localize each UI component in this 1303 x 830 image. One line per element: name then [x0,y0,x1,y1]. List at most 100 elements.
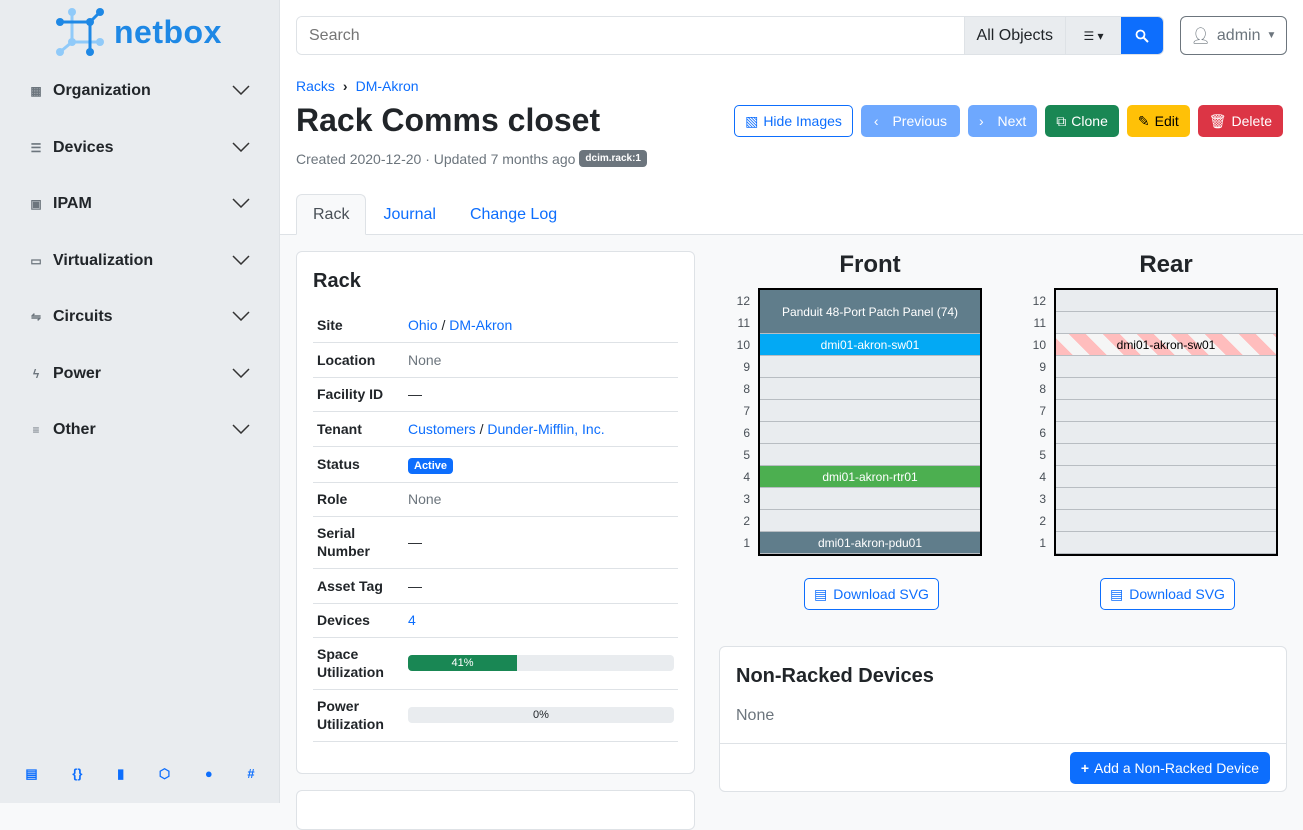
chevron-down-icon [232,139,250,157]
server-icon: ☰ [30,141,42,155]
empty-rack-unit[interactable] [760,488,980,510]
tab-journal[interactable]: Journal [383,205,436,223]
github-icon[interactable]: ● [204,766,213,781]
empty-rack-unit[interactable] [760,400,980,422]
empty-rack-unit[interactable] [1056,510,1276,532]
chevron-down-icon [232,365,250,383]
chevron-right-icon: › [342,78,348,94]
unit-number: 4 [743,470,750,484]
unit-number: 10 [736,338,750,352]
region-link[interactable]: Ohio [408,316,438,333]
book-icon[interactable]: ▤ [25,766,38,781]
empty-rack-unit[interactable] [760,510,980,532]
sidebar-item-power[interactable]: ϟ Power [28,365,250,383]
sidebar-item-label: Circuits [53,308,113,325]
empty-rack-unit[interactable] [1056,312,1276,334]
unit-number: 4 [1039,470,1046,484]
sidebar-item-circuits[interactable]: ⇋ Circuits [28,308,250,326]
empty-rack-unit[interactable] [1056,532,1276,554]
empty-rack-unit[interactable] [760,422,980,444]
unit-number: 6 [743,426,750,440]
download-front-svg-button[interactable]: ▤ Download SVG [804,578,939,610]
non-racked-devices-card: Non-Racked Devices None + Add a Non-Racke… [719,646,1287,792]
sidebar: netbox ▦ Organization ☰ Devices ▣ IPAM ▭ Vir… [0,0,280,803]
rack-device[interactable]: dmi01-akron-sw01 [760,334,980,356]
search-input[interactable] [297,17,964,54]
object-id-badge: dcim.rack:1 [579,150,647,167]
unit-number: 11 [737,316,750,330]
tenant-group-link[interactable]: Customers [408,420,476,437]
rack-device[interactable]: dmi01-akron-sw01 [1056,334,1276,356]
power-utilization-bar: 0% [408,707,674,723]
sidebar-item-ipam[interactable]: ▣ IPAM [28,195,250,213]
sidebar-item-label: IPAM [53,195,92,212]
trash-icon: 🗑︎ [1208,112,1227,129]
empty-rack-unit[interactable] [1056,290,1276,312]
unit-number: 5 [743,448,750,462]
sidebar-item-virtualization[interactable]: ▭ Virtualization [28,252,250,270]
sidebar-item-devices[interactable]: ☰ Devices [28,139,250,157]
sidebar-item-other[interactable]: ≡ Other [28,421,250,439]
breadcrumb-site[interactable]: DM-Akron [355,78,419,94]
tenant-link[interactable]: Dunder-Mifflin, Inc. [487,420,605,437]
slack-icon[interactable]: # [247,766,255,781]
empty-rack-unit[interactable] [760,444,980,466]
breadcrumb-racks[interactable]: Racks [296,78,335,94]
unit-number: 12 [736,294,750,308]
empty-rack-unit[interactable] [760,378,980,400]
plus-icon: + [1080,760,1090,776]
card-title: Non-Racked Devices [736,665,934,687]
edit-button[interactable]: ✎ Edit [1126,105,1190,137]
delete-button[interactable]: 🗑︎ Delete [1197,105,1283,137]
sidebar-item-organization[interactable]: ▦ Organization [28,82,250,100]
secondary-card [296,790,695,830]
unit-number: 2 [1039,514,1046,528]
search-scope-select[interactable]: All Objects [963,17,1065,54]
username: admin [1216,26,1261,44]
empty-rack-unit[interactable] [760,356,980,378]
graphql-icon[interactable]: ⬡ [158,766,171,781]
unit-number: 3 [743,492,750,506]
chevron-down-icon [232,195,250,213]
next-button[interactable]: › Next [967,105,1038,137]
download-rear-svg-button[interactable]: ▤ Download SVG [1100,578,1235,610]
sidebar-item-label: Other [53,421,96,438]
unit-number: 7 [743,404,750,418]
empty-rack-unit[interactable] [1056,422,1276,444]
rack-device[interactable]: Panduit 48-Port Patch Panel (74) [760,290,980,334]
previous-button[interactable]: ‹ Previous [860,105,960,137]
tab-change-log[interactable]: Change Log [469,205,558,223]
clone-button[interactable]: ⧉ Clone [1045,105,1119,137]
empty-rack-unit[interactable] [1056,356,1276,378]
brand-name: netbox [114,13,222,50]
card-title: Rack [313,270,361,292]
chevron-down-icon [232,252,250,270]
site-link[interactable]: DM-Akron [449,316,513,333]
empty-rack-unit[interactable] [1056,400,1276,422]
search-bar: All Objects ☰ ▾ [296,16,1164,55]
circuit-icon: ⇋ [30,310,42,324]
empty-rack-unit[interactable] [1056,466,1276,488]
netbox-logo[interactable]: netbox [56,8,222,56]
api-icon[interactable]: {} [72,766,83,781]
user-menu-button[interactable]: 👤︎ admin ▼ [1180,16,1287,55]
search-button[interactable] [1121,17,1163,54]
filter-dropdown-button[interactable]: ☰ ▾ [1065,17,1121,54]
empty-rack-unit[interactable] [1056,444,1276,466]
rack-device[interactable]: dmi01-akron-rtr01 [760,466,980,488]
flash-icon: ϟ [32,367,40,381]
bookmark-icon[interactable]: ▮ [117,766,125,781]
file-icon: ▤ [814,585,828,602]
tab-rack[interactable]: Rack [296,194,367,235]
unit-number: 1 [1039,536,1046,550]
rack-device[interactable]: dmi01-akron-pdu01 [760,532,980,554]
unit-number: 8 [1039,382,1046,396]
devices-count-link[interactable]: 4 [408,612,416,628]
rear-title: Rear [1139,251,1193,278]
empty-rack-unit[interactable] [1056,488,1276,510]
add-non-racked-device-button[interactable]: + Add a Non-Racked Device [1069,752,1270,784]
user-icon: 👤︎ [1190,27,1211,45]
hide-images-button[interactable]: ▧ Hide Images [734,105,853,137]
empty-rack-unit[interactable] [1056,378,1276,400]
sidebar-item-label: Organization [53,82,151,99]
